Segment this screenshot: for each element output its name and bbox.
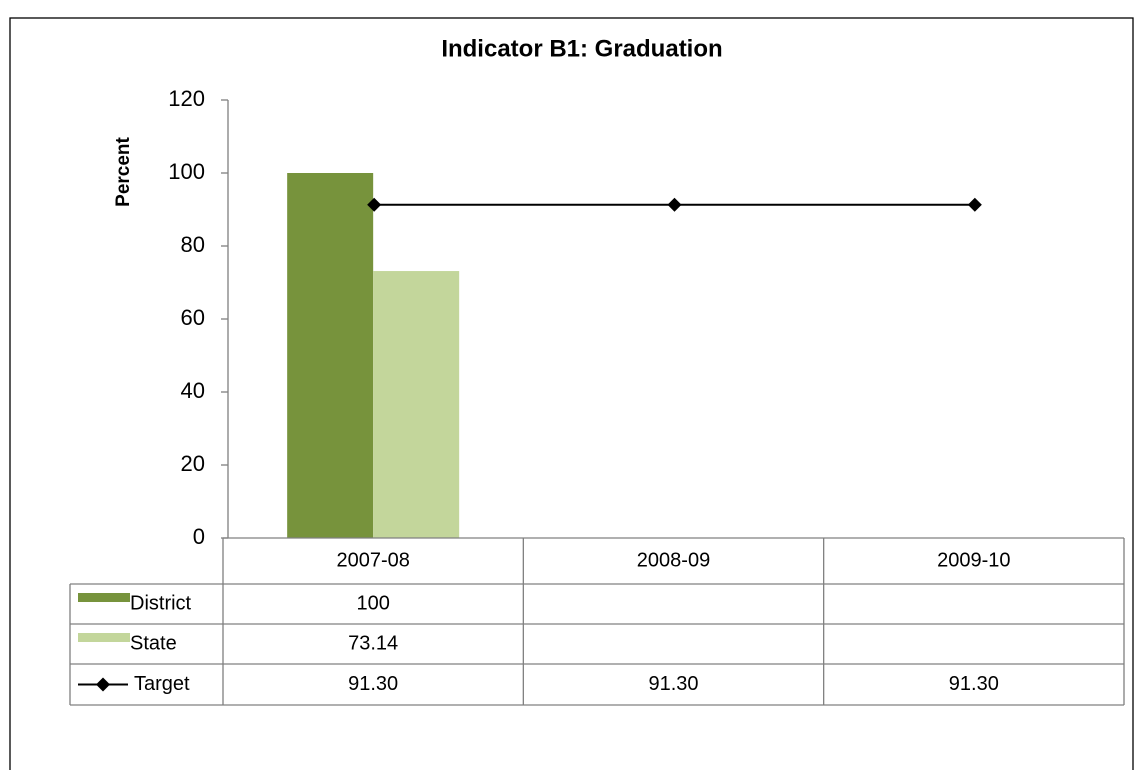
chart-title: Indicator B1: Graduation [441,35,722,62]
legend-label: State [130,632,177,654]
y-tick-label: 100 [168,159,205,184]
bar [287,173,374,538]
target-marker [367,197,382,212]
y-tick-label: 80 [181,232,205,257]
legend-swatch [78,593,130,602]
x-tick-label: 2009-10 [937,549,1010,571]
x-tick-label: 2008-09 [637,549,710,571]
legend-swatch [78,633,130,642]
table-value: 91.30 [949,673,999,695]
y-tick-label: 20 [181,451,205,476]
y-axis-label: Percent [113,136,134,206]
y-tick-label: 0 [193,524,205,549]
y-tick-label: 60 [181,305,205,330]
table-value: 91.30 [348,673,398,695]
bar [373,271,460,538]
legend-label: District [130,592,192,614]
target-marker [967,197,982,212]
x-tick-label: 2007-08 [336,549,409,571]
table-value: 100 [356,592,389,614]
table-value: 91.30 [648,673,698,695]
y-tick-label: 120 [168,86,205,111]
target-marker [667,197,682,212]
chart-frame [9,17,1134,770]
table-value: 73.14 [348,632,398,654]
legend-marker [96,677,110,692]
legend-label: Target [134,673,190,695]
y-tick-label: 40 [181,378,205,403]
